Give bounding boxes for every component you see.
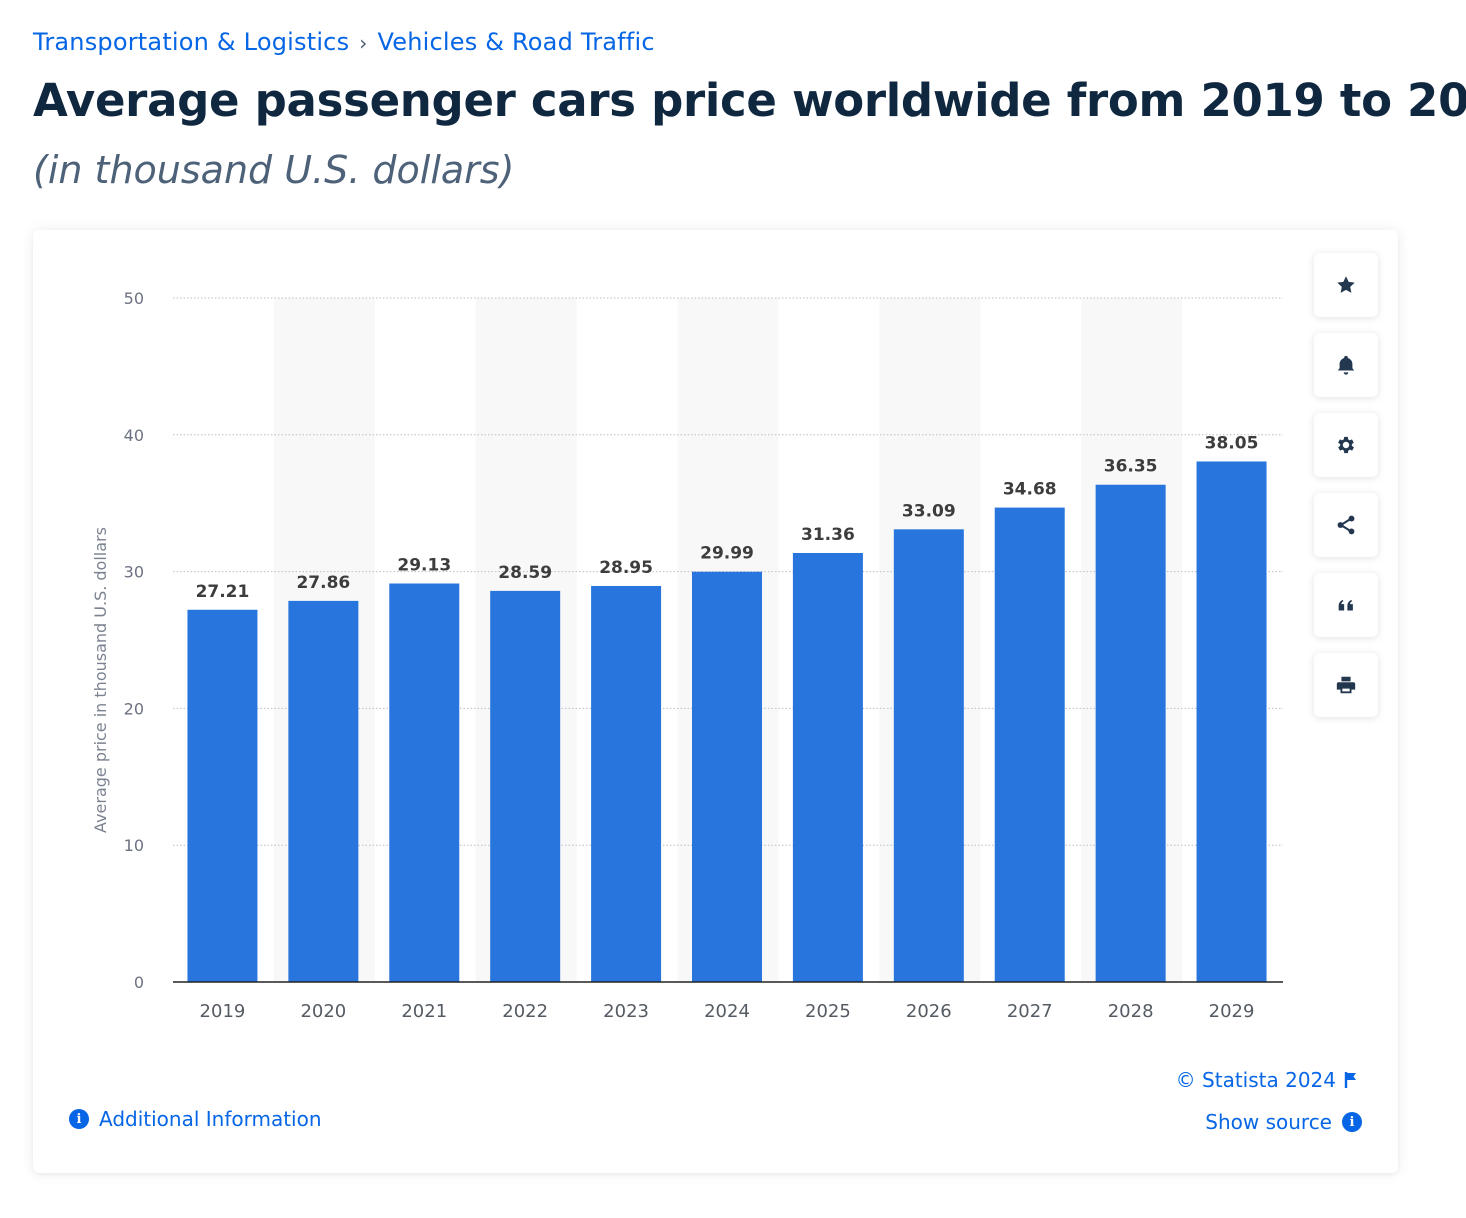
share-icon xyxy=(1337,515,1355,535)
x-tick-label: 2025 xyxy=(805,1001,851,1022)
additional-information-link[interactable]: i Additional Information xyxy=(69,1107,322,1131)
x-tick-label: 2027 xyxy=(1007,1001,1053,1022)
data-label: 27.21 xyxy=(196,582,250,602)
bar xyxy=(1095,484,1166,982)
data-label: 29.99 xyxy=(700,544,754,564)
bar xyxy=(692,571,762,982)
x-tick-label: 2029 xyxy=(1209,1001,1255,1022)
data-label: 28.59 xyxy=(498,563,552,583)
settings-button[interactable] xyxy=(1314,413,1378,477)
info-icon: i xyxy=(1342,1112,1362,1132)
x-tick-label: 2024 xyxy=(704,1001,750,1022)
x-tick-label: 2026 xyxy=(906,1001,952,1022)
bar xyxy=(389,583,460,982)
flag-icon[interactable] xyxy=(1344,1071,1358,1089)
bar xyxy=(792,552,863,982)
print-button[interactable] xyxy=(1314,653,1378,717)
x-tick-label: 2022 xyxy=(502,1001,548,1022)
bar xyxy=(994,507,1065,982)
print-icon xyxy=(1336,676,1356,694)
y-tick-label: 0 xyxy=(134,973,144,992)
quote-icon xyxy=(1338,599,1353,611)
bell-icon xyxy=(1337,355,1355,375)
x-tick-label: 2020 xyxy=(300,1001,346,1022)
statista-credit: © Statista 2024 xyxy=(1176,1068,1358,1092)
bar xyxy=(187,609,258,982)
data-label: 28.95 xyxy=(599,558,653,578)
cite-button[interactable] xyxy=(1314,573,1378,637)
y-axis-label: Average price in thousand U.S. dollars xyxy=(91,527,110,833)
breadcrumb-separator: › xyxy=(359,31,368,55)
favorite-button[interactable] xyxy=(1314,253,1378,317)
bar xyxy=(1196,461,1267,982)
data-label: 27.86 xyxy=(296,573,350,593)
info-icon: i xyxy=(69,1109,89,1129)
data-label: 38.05 xyxy=(1205,433,1259,453)
chart-toolbar xyxy=(1314,253,1378,733)
breadcrumb: Transportation & Logistics › Vehicles & Ro… xyxy=(33,28,655,56)
y-tick-label: 40 xyxy=(124,426,144,445)
y-tick-label: 20 xyxy=(124,699,144,718)
gear-icon xyxy=(1338,436,1354,454)
additional-information-label: Additional Information xyxy=(99,1107,322,1131)
credit-text: © Statista 2024 xyxy=(1175,1068,1336,1092)
data-label: 34.68 xyxy=(1003,480,1057,500)
breadcrumb-item-transportation[interactable]: Transportation & Logistics xyxy=(33,28,350,56)
y-tick-label: 30 xyxy=(124,563,144,582)
show-source-label: Show source xyxy=(1205,1110,1332,1134)
star-icon xyxy=(1337,276,1355,293)
x-tick-label: 2019 xyxy=(200,1001,246,1022)
show-source-link[interactable]: Show source i xyxy=(1205,1110,1362,1134)
data-label: 33.09 xyxy=(902,501,956,521)
bar xyxy=(490,590,561,982)
breadcrumb-item-vehicles[interactable]: Vehicles & Road Traffic xyxy=(377,28,655,56)
bar xyxy=(893,529,964,982)
page-subtitle: (in thousand U.S. dollars) xyxy=(33,148,515,192)
notification-button[interactable] xyxy=(1314,333,1378,397)
x-tick-label: 2028 xyxy=(1108,1001,1154,1022)
y-tick-label: 50 xyxy=(124,289,144,308)
data-label: 29.13 xyxy=(397,556,451,576)
page-title: Average passenger cars price worldwide f… xyxy=(33,74,1466,127)
data-label: 31.36 xyxy=(801,525,855,545)
bar xyxy=(288,600,359,982)
bar-chart: 0 10 20 30 40 50 Average price in thousand U.S… xyxy=(91,289,1283,1022)
chart-card: 0 10 20 30 40 50 Average price in thousand U.S… xyxy=(33,230,1398,1173)
data-label: 36.35 xyxy=(1104,457,1158,477)
x-tick-label: 2023 xyxy=(603,1001,649,1022)
x-tick-label: 2021 xyxy=(401,1001,447,1022)
y-tick-label: 10 xyxy=(124,836,144,855)
bar xyxy=(591,585,662,982)
share-button[interactable] xyxy=(1314,493,1378,557)
